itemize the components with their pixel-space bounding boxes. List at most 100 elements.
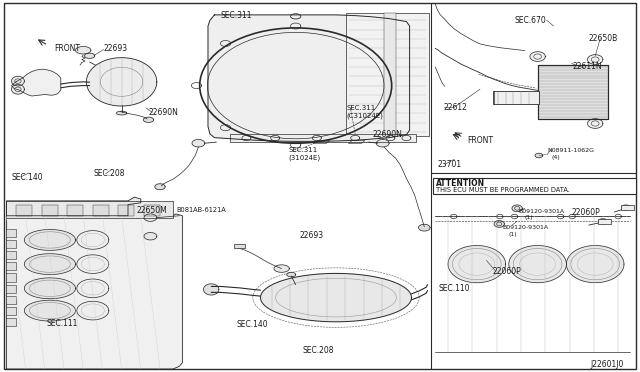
Text: SEC.208: SEC.208	[302, 346, 333, 355]
Text: (1): (1)	[509, 232, 517, 237]
Bar	[6, 240, 16, 248]
Polygon shape	[242, 135, 251, 141]
Polygon shape	[208, 15, 410, 141]
Polygon shape	[12, 76, 24, 86]
Polygon shape	[12, 69, 61, 96]
Text: 22060P: 22060P	[493, 267, 522, 276]
Text: N08911-1062G: N08911-1062G	[547, 148, 594, 153]
Text: (4): (4)	[552, 155, 561, 160]
Text: (1): (1)	[525, 215, 533, 220]
Polygon shape	[191, 83, 202, 89]
Bar	[6, 251, 16, 259]
Polygon shape	[24, 278, 76, 299]
Polygon shape	[116, 111, 127, 115]
Text: 22693: 22693	[300, 231, 324, 240]
Bar	[538, 65, 608, 119]
Polygon shape	[511, 214, 518, 219]
Polygon shape	[588, 119, 603, 128]
Bar	[6, 229, 16, 237]
Bar	[144, 205, 160, 216]
Polygon shape	[349, 141, 365, 143]
Polygon shape	[76, 46, 91, 54]
Bar	[6, 273, 16, 282]
Text: (C31024E): (C31024E)	[346, 112, 383, 119]
Text: 22693: 22693	[104, 44, 128, 53]
Bar	[384, 13, 396, 136]
Text: J22601J0: J22601J0	[591, 360, 624, 369]
Polygon shape	[615, 214, 621, 219]
Polygon shape	[220, 125, 230, 131]
Polygon shape	[204, 284, 219, 295]
Bar	[6, 296, 16, 304]
Bar	[346, 13, 429, 136]
Polygon shape	[566, 246, 624, 283]
Bar	[6, 262, 16, 270]
Polygon shape	[351, 135, 360, 141]
Text: ATTENTION: ATTENTION	[436, 179, 485, 187]
Text: FRONT: FRONT	[467, 136, 493, 145]
Text: SEC.208: SEC.208	[93, 169, 125, 178]
Polygon shape	[402, 135, 411, 141]
Polygon shape	[24, 230, 76, 250]
Polygon shape	[361, 41, 371, 46]
Polygon shape	[144, 214, 157, 221]
Polygon shape	[598, 219, 607, 224]
Text: 22690N: 22690N	[148, 108, 179, 117]
Polygon shape	[390, 83, 400, 89]
Bar	[42, 205, 58, 216]
Bar	[6, 201, 173, 218]
Bar	[538, 65, 608, 119]
Bar	[6, 285, 16, 293]
Text: B081AB-6121A: B081AB-6121A	[176, 207, 226, 213]
Text: SEC.110: SEC.110	[438, 284, 470, 293]
Polygon shape	[260, 273, 412, 322]
Text: B09120-9301A: B09120-9301A	[518, 209, 564, 214]
Polygon shape	[86, 58, 157, 106]
Polygon shape	[24, 254, 76, 275]
Polygon shape	[6, 197, 141, 216]
Text: SEC.111: SEC.111	[46, 319, 77, 328]
Bar	[6, 318, 16, 326]
Polygon shape	[535, 153, 543, 158]
Polygon shape	[569, 214, 575, 219]
Polygon shape	[448, 246, 506, 283]
Polygon shape	[312, 135, 321, 141]
Polygon shape	[144, 232, 157, 240]
Polygon shape	[12, 84, 24, 94]
Polygon shape	[291, 142, 301, 148]
Polygon shape	[512, 205, 522, 212]
Text: 22690N: 22690N	[372, 130, 403, 139]
Polygon shape	[220, 41, 230, 46]
Text: 22612: 22612	[444, 103, 467, 112]
Bar	[598, 219, 611, 224]
Polygon shape	[361, 125, 371, 131]
Polygon shape	[155, 184, 165, 190]
Polygon shape	[509, 246, 566, 283]
Text: SEC.311: SEC.311	[346, 105, 376, 111]
Polygon shape	[77, 301, 109, 320]
Polygon shape	[588, 55, 603, 64]
Polygon shape	[24, 300, 76, 321]
Text: SEC.140: SEC.140	[12, 173, 43, 182]
Bar	[67, 205, 83, 216]
Bar	[16, 205, 32, 216]
Text: FRONT: FRONT	[54, 44, 81, 53]
Text: SEC.140: SEC.140	[237, 320, 268, 329]
Polygon shape	[419, 224, 430, 231]
Polygon shape	[291, 23, 301, 29]
Polygon shape	[386, 135, 395, 141]
Polygon shape	[192, 140, 205, 147]
Bar	[433, 178, 636, 194]
Polygon shape	[77, 279, 109, 298]
Bar	[230, 134, 416, 142]
Polygon shape	[274, 265, 289, 272]
Bar	[6, 307, 16, 315]
Text: 22611N: 22611N	[573, 62, 602, 71]
Text: (31024E): (31024E)	[289, 154, 321, 161]
Bar	[118, 205, 134, 216]
Polygon shape	[621, 205, 630, 210]
Text: 22650B: 22650B	[589, 34, 618, 43]
Polygon shape	[84, 53, 95, 58]
Polygon shape	[497, 214, 503, 219]
Polygon shape	[143, 117, 154, 122]
